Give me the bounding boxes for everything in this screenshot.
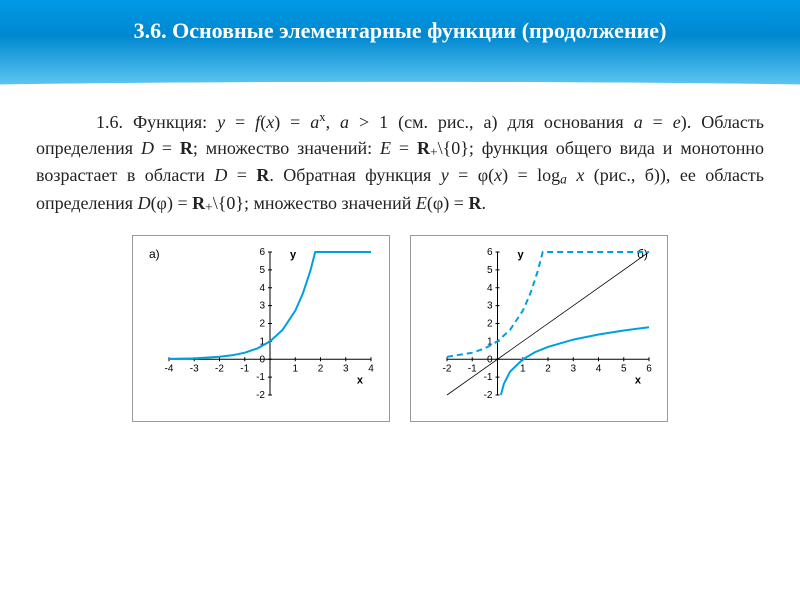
- svg-text:-2: -2: [215, 363, 224, 374]
- svg-text:3: 3: [343, 363, 349, 374]
- svg-text:x: x: [357, 374, 364, 386]
- slide-header: 3.6. Основные элементарные функции (прод…: [0, 0, 800, 90]
- svg-text:1: 1: [520, 363, 526, 374]
- svg-text:5: 5: [487, 265, 493, 276]
- svg-text:2: 2: [259, 318, 265, 329]
- svg-text:-2: -2: [484, 390, 493, 401]
- svg-text:3: 3: [570, 363, 576, 374]
- svg-text:4: 4: [259, 283, 265, 294]
- svg-text:-1: -1: [240, 363, 249, 374]
- svg-text:0: 0: [259, 354, 265, 365]
- chart-a: -4-3-2-11234-2-10123456xyа): [141, 242, 381, 417]
- svg-text:3: 3: [487, 300, 493, 311]
- chart-b-box: -2-1123456-2-10123456xyб): [410, 235, 668, 422]
- svg-text:2: 2: [487, 318, 493, 329]
- svg-text:-2: -2: [256, 390, 265, 401]
- svg-text:1: 1: [292, 363, 298, 374]
- svg-text:6: 6: [259, 247, 265, 258]
- svg-text:6: 6: [487, 247, 493, 258]
- slide-body: 1.6. Функция: y = f(x) = ax, a > 1 (см. …: [0, 90, 800, 227]
- svg-text:3: 3: [259, 300, 265, 311]
- svg-text:-1: -1: [256, 372, 265, 383]
- svg-text:y: y: [518, 249, 525, 261]
- svg-text:-4: -4: [165, 363, 174, 374]
- svg-text:-2: -2: [443, 363, 452, 374]
- svg-text:4: 4: [596, 363, 602, 374]
- svg-text:y: y: [290, 249, 297, 261]
- svg-text:2: 2: [318, 363, 324, 374]
- chart-b: -2-1123456-2-10123456xyб): [419, 242, 659, 417]
- svg-text:а): а): [149, 247, 160, 261]
- svg-text:5: 5: [621, 363, 627, 374]
- svg-text:4: 4: [368, 363, 374, 374]
- svg-text:2: 2: [545, 363, 551, 374]
- func-lead: 1.6. Функция: y = f(x) = ax, a > 1 (см. …: [36, 112, 764, 213]
- svg-text:x: x: [635, 374, 642, 386]
- svg-text:5: 5: [259, 265, 265, 276]
- svg-text:4: 4: [487, 283, 493, 294]
- chart-a-box: -4-3-2-11234-2-10123456xyа): [132, 235, 390, 422]
- svg-text:-3: -3: [190, 363, 199, 374]
- svg-text:-1: -1: [468, 363, 477, 374]
- slide-title: 3.6. Основные элементарные функции (прод…: [134, 18, 667, 44]
- svg-text:-1: -1: [484, 372, 493, 383]
- svg-text:6: 6: [646, 363, 652, 374]
- charts-row: -4-3-2-11234-2-10123456xyа) -2-1123456-2…: [0, 235, 800, 422]
